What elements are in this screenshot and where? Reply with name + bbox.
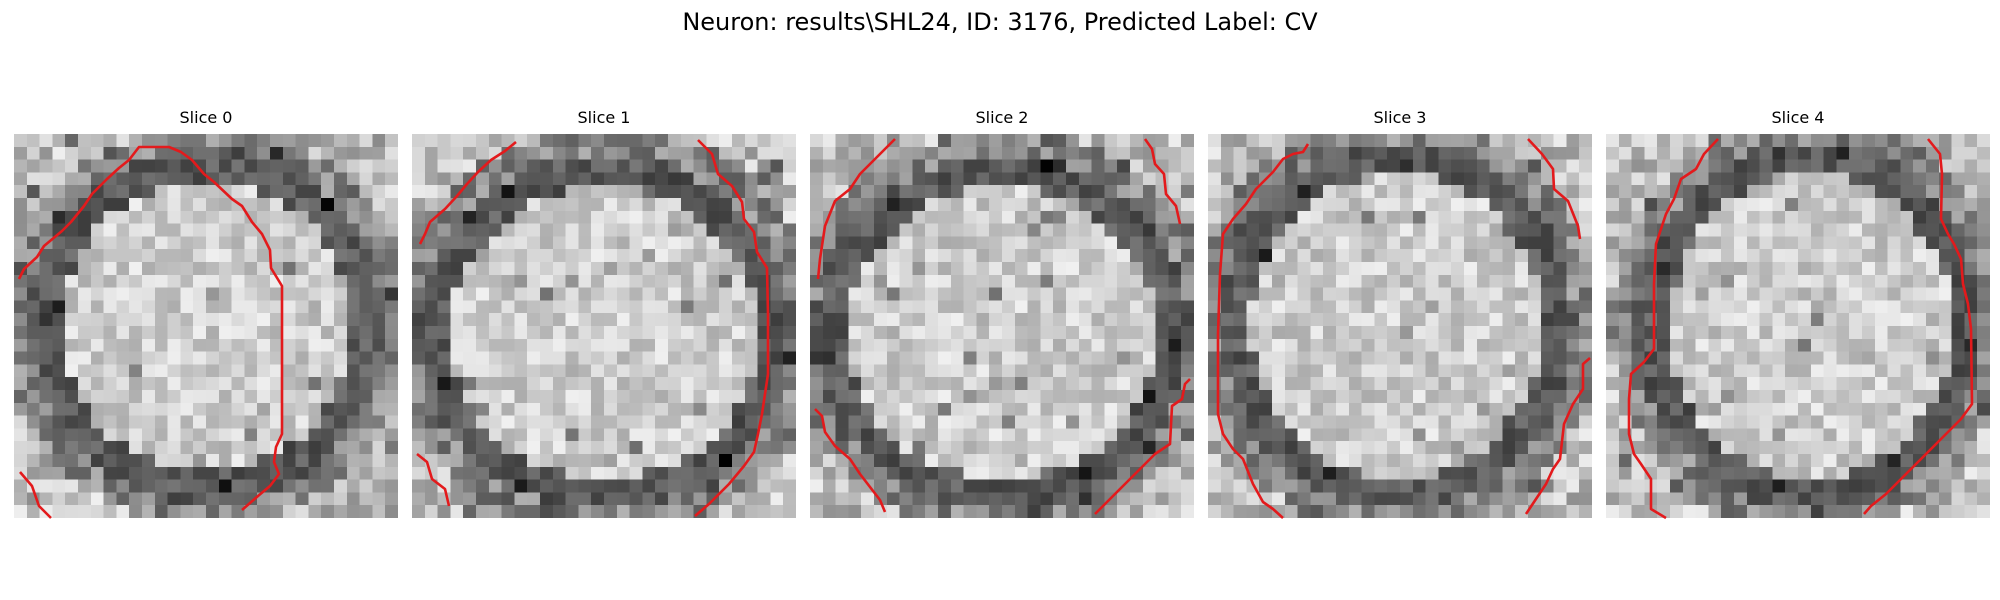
slice-0-pixels bbox=[14, 134, 398, 518]
contour-line-0-1 bbox=[19, 471, 52, 519]
slice-panel-0: Slice 0 bbox=[14, 108, 398, 519]
contour-line-3-1 bbox=[1527, 138, 1582, 240]
contour-line-0-0 bbox=[17, 145, 284, 511]
slice-panel-2: Slice 2 bbox=[810, 108, 1194, 518]
slice-title-2: Slice 2 bbox=[975, 108, 1029, 127]
slice-title-3: Slice 3 bbox=[1373, 108, 1427, 127]
slice-image-3 bbox=[1208, 134, 1592, 519]
slice-panel-4: Slice 4 bbox=[1606, 108, 1990, 520]
slice-3-contour bbox=[1216, 138, 1591, 519]
slice-image-1 bbox=[412, 134, 796, 518]
slice-image-2 bbox=[810, 134, 1194, 518]
slice-0-contour bbox=[17, 145, 284, 519]
slice-2-pixels bbox=[810, 134, 1194, 518]
contour-line-2-1 bbox=[1143, 138, 1182, 225]
contour-line-3-0 bbox=[1216, 143, 1310, 519]
slice-image-0 bbox=[14, 134, 398, 519]
contour-line-1-1 bbox=[694, 139, 770, 517]
slice-1-pixels bbox=[412, 134, 796, 518]
contour-line-1-2 bbox=[416, 452, 451, 507]
slice-2-contour bbox=[814, 138, 1191, 515]
slice-title-4: Slice 4 bbox=[1771, 108, 1825, 127]
contour-line-3-2 bbox=[1524, 357, 1591, 515]
slice-image-4 bbox=[1606, 134, 1990, 520]
slice-title-1: Slice 1 bbox=[577, 108, 631, 127]
contour-line-2-2 bbox=[814, 408, 887, 513]
contour-line-2-3 bbox=[1094, 378, 1191, 515]
contour-line-4-0 bbox=[1627, 138, 1719, 520]
slice-4-contour bbox=[1627, 138, 1974, 520]
contour-line-4-1 bbox=[1863, 138, 1974, 515]
contour-line-1-0 bbox=[418, 140, 517, 245]
slice-panel-1: Slice 1 bbox=[412, 108, 796, 518]
figure-suptitle: Neuron: results\SHL24, ID: 3176, Predict… bbox=[682, 8, 1318, 36]
slice-3-pixels bbox=[1208, 134, 1592, 518]
slice-1-contour bbox=[416, 139, 770, 517]
slice-panel-3: Slice 3 bbox=[1208, 108, 1592, 519]
contour-line-2-0 bbox=[816, 138, 896, 280]
slice-title-0: Slice 0 bbox=[179, 108, 233, 127]
